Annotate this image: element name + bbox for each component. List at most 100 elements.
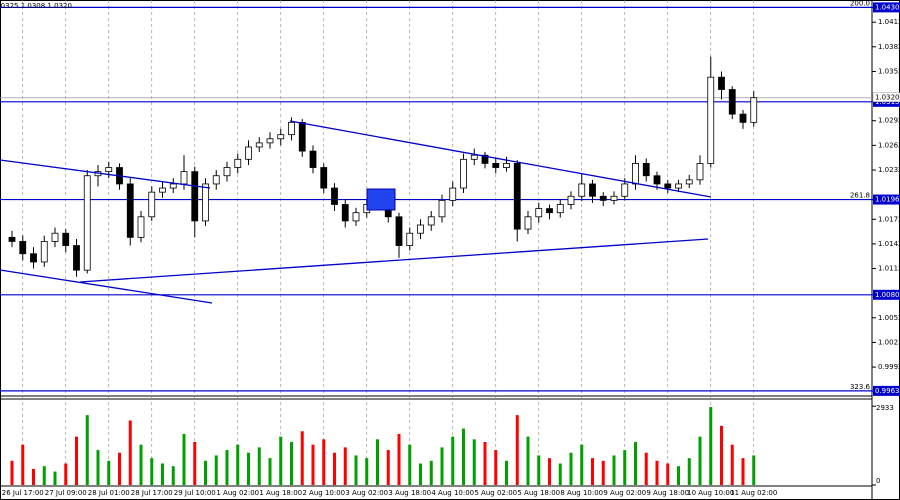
candle-body: [567, 195, 575, 205]
candle-body: [481, 154, 489, 164]
candle-body: [137, 216, 145, 238]
volume-bar: [204, 460, 207, 485]
candle-body: [169, 183, 177, 189]
trendlines: [0, 120, 712, 304]
candle-body: [449, 187, 457, 201]
volume-bar: [515, 415, 519, 485]
highlight-box: [366, 188, 396, 211]
candle-body: [62, 232, 70, 246]
x-tick-label: 1 Aug 18:00: [259, 489, 302, 497]
x-tick-label: 1 Aug 02:00: [216, 489, 259, 497]
volume-bar: [408, 444, 412, 485]
volume-bar: [494, 450, 498, 485]
volume-bar: [537, 455, 541, 485]
x-tick-label: 28 Jul 01:00: [88, 489, 130, 497]
volume-bar: [397, 433, 401, 485]
y-tick-label: 1.0142: [878, 240, 900, 248]
candle-body: [578, 183, 586, 197]
y-tick-label: 1.0112: [878, 265, 900, 273]
candle-body: [610, 195, 618, 201]
candle-body: [556, 204, 564, 214]
y-tick-label: 1.0292: [878, 117, 900, 125]
level-ratio: 261.8: [850, 192, 870, 200]
candle-body: [696, 163, 704, 181]
current-price-label: 1.0320: [875, 94, 900, 102]
candle-body: [406, 232, 414, 246]
volume-bar: [698, 436, 702, 485]
y-tick-label: 1.0382: [878, 43, 900, 51]
volume-bar: [569, 452, 573, 485]
candle-body: [298, 121, 306, 152]
candle-body: [750, 97, 758, 123]
candle-body: [621, 183, 629, 197]
volume-bar: [386, 450, 390, 485]
candle-body: [503, 163, 510, 168]
x-tick-label: 26 Jul 17:00: [2, 489, 44, 497]
candle-body: [341, 204, 349, 222]
price-tag: [873, 289, 900, 300]
candle-body: [632, 163, 639, 185]
price-tag-label: 1.0196: [875, 196, 900, 204]
candle-body: [288, 121, 295, 136]
volume-bar: [440, 447, 444, 485]
volume-bar: [472, 439, 476, 485]
price-tag: [873, 385, 900, 396]
candle-body: [352, 212, 360, 222]
candle-body: [148, 191, 156, 218]
volume-bar: [333, 452, 336, 485]
y-tick-label: 1.0352: [878, 67, 900, 75]
candle-body: [245, 146, 252, 160]
candle-body: [223, 167, 231, 177]
candle-body: [492, 163, 500, 168]
volume-bar: [257, 447, 261, 485]
x-tick-label: 5 Aug 18:00: [517, 489, 560, 497]
candle-body: [30, 253, 37, 263]
candle-body: [180, 171, 188, 185]
candle-body: [460, 158, 467, 189]
volume-bar: [139, 444, 143, 485]
y-tick-label: 1.0172: [878, 215, 900, 223]
volume-bar: [612, 455, 616, 485]
candle-body: [309, 150, 317, 168]
price-tag-label: 1.0430: [875, 3, 900, 11]
volume-bar: [171, 466, 175, 485]
candle-body: [395, 216, 403, 246]
ohlc-header: 1.0325 1.0308 1.0320: [0, 2, 72, 10]
volume-bar: [42, 466, 46, 485]
trendline: [79, 238, 709, 283]
volume-bar: [247, 452, 250, 485]
x-tick-label: 3 Aug 02:00: [345, 489, 388, 497]
volume-tick-label: 0: [876, 477, 880, 485]
volume-bar: [623, 450, 627, 485]
candle-body: [470, 154, 478, 160]
candle-body: [728, 89, 736, 115]
candle-body: [417, 224, 424, 234]
candle-body: [513, 163, 521, 230]
volume-bar: [21, 444, 25, 485]
candle-body: [653, 175, 661, 185]
candle-body: [255, 142, 263, 148]
y-tick-label: 1.0262: [878, 141, 900, 149]
x-tick-label: 3 Aug 18:00: [388, 489, 431, 497]
volume-bar: [580, 444, 584, 485]
volume-bar: [483, 442, 487, 485]
volume-bar: [548, 458, 551, 485]
candle-body: [105, 167, 113, 173]
price-tag-label: 1.0080: [875, 291, 900, 299]
volume-bar: [429, 460, 433, 485]
y-tick-label: 1.0232: [878, 166, 900, 174]
candle-body: [642, 163, 650, 177]
volume-bar: [709, 407, 713, 485]
y-tick-label: 0.9992: [878, 363, 900, 371]
level-ratio: 200.0: [850, 0, 870, 7]
volume-bar: [150, 458, 154, 485]
x-tick-label: 29 Jul 10:00: [174, 489, 216, 497]
volume-bar: [343, 447, 347, 485]
y-tick-label: 1.0412: [878, 18, 900, 26]
volume-bar: [225, 450, 229, 485]
candle-body: [277, 134, 285, 140]
candle-body: [40, 241, 48, 263]
volume-bar: [655, 460, 659, 485]
candle-body: [589, 183, 596, 197]
